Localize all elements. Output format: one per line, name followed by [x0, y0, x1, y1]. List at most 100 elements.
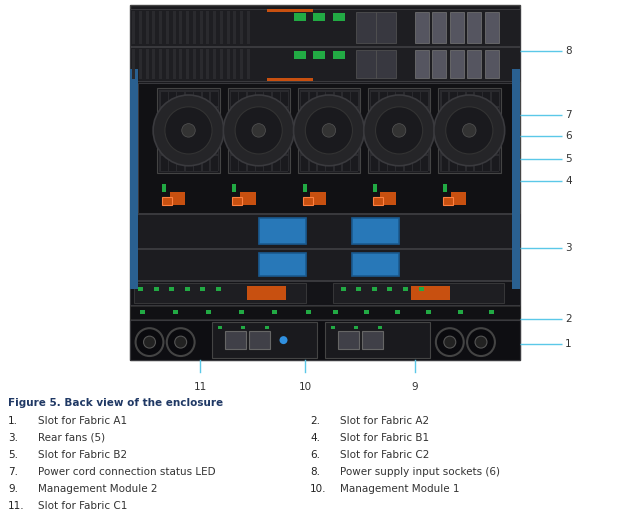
- Bar: [316, 90, 318, 170]
- Text: 9: 9: [412, 382, 419, 392]
- Circle shape: [143, 336, 155, 348]
- Bar: [300, 90, 301, 170]
- Text: 6.: 6.: [310, 450, 320, 460]
- Circle shape: [364, 95, 435, 166]
- Bar: [259, 218, 306, 244]
- Circle shape: [306, 107, 353, 154]
- Bar: [300, 170, 358, 172]
- Bar: [240, 49, 243, 79]
- Bar: [378, 326, 382, 329]
- Bar: [376, 12, 396, 43]
- Bar: [247, 11, 250, 44]
- Bar: [370, 90, 371, 170]
- Text: Management Module 2: Management Module 2: [38, 484, 158, 494]
- Text: Power cord connection status LED: Power cord connection status LED: [38, 467, 215, 477]
- Bar: [159, 11, 162, 44]
- Bar: [238, 90, 239, 170]
- Bar: [227, 88, 290, 173]
- Bar: [249, 331, 270, 349]
- Bar: [230, 90, 231, 170]
- Bar: [373, 197, 383, 205]
- Bar: [220, 49, 223, 79]
- Bar: [130, 69, 138, 289]
- Bar: [432, 50, 446, 79]
- Text: Rear fans (5): Rear fans (5): [38, 433, 105, 443]
- Circle shape: [376, 107, 423, 154]
- Bar: [193, 49, 196, 79]
- Bar: [458, 310, 463, 314]
- Bar: [173, 49, 176, 79]
- Circle shape: [224, 95, 294, 166]
- Bar: [420, 90, 422, 170]
- Bar: [255, 90, 256, 170]
- Bar: [179, 11, 183, 44]
- Bar: [355, 326, 358, 329]
- Bar: [152, 11, 155, 44]
- Bar: [450, 50, 464, 79]
- Bar: [206, 310, 211, 314]
- Bar: [440, 90, 499, 92]
- Bar: [230, 106, 288, 108]
- Bar: [265, 326, 268, 329]
- Bar: [411, 286, 450, 300]
- Bar: [333, 90, 335, 170]
- Text: 5.: 5.: [8, 450, 18, 460]
- Bar: [428, 90, 430, 170]
- Bar: [266, 79, 314, 81]
- Bar: [138, 287, 143, 291]
- Text: 7.: 7.: [8, 467, 18, 477]
- Bar: [134, 283, 306, 303]
- Bar: [273, 310, 278, 314]
- Bar: [239, 310, 244, 314]
- Bar: [403, 90, 405, 170]
- Bar: [308, 90, 309, 170]
- Bar: [138, 49, 142, 79]
- Bar: [241, 326, 245, 329]
- Bar: [370, 139, 428, 140]
- Bar: [232, 197, 242, 205]
- Bar: [489, 310, 494, 314]
- Text: Slot for Fabric B1: Slot for Fabric B1: [340, 433, 429, 443]
- Bar: [168, 90, 169, 170]
- Bar: [176, 90, 178, 170]
- Bar: [225, 331, 245, 349]
- Bar: [419, 287, 424, 291]
- Bar: [378, 90, 380, 170]
- Circle shape: [279, 336, 288, 344]
- Bar: [440, 106, 499, 108]
- Bar: [302, 184, 307, 192]
- Bar: [206, 49, 209, 79]
- Bar: [184, 287, 189, 291]
- Circle shape: [463, 124, 476, 137]
- Bar: [200, 287, 205, 291]
- Bar: [490, 90, 492, 170]
- Bar: [130, 8, 520, 46]
- Text: Figure 5. Back view of the enclosure: Figure 5. Back view of the enclosure: [8, 398, 223, 408]
- Circle shape: [182, 124, 195, 137]
- Text: Slot for Fabric A2: Slot for Fabric A2: [340, 416, 429, 426]
- Text: 8.: 8.: [310, 467, 320, 477]
- Bar: [356, 287, 361, 291]
- Bar: [130, 5, 520, 360]
- Bar: [350, 90, 351, 170]
- Text: 1: 1: [565, 339, 571, 349]
- Circle shape: [153, 95, 224, 166]
- Bar: [352, 218, 399, 244]
- Bar: [370, 122, 428, 124]
- Bar: [230, 122, 288, 124]
- Bar: [440, 139, 499, 140]
- Bar: [233, 11, 237, 44]
- Bar: [160, 106, 218, 108]
- Bar: [314, 13, 325, 21]
- Bar: [130, 281, 520, 305]
- Text: 11: 11: [193, 382, 207, 392]
- Circle shape: [165, 107, 212, 154]
- Bar: [130, 249, 520, 280]
- Bar: [160, 155, 218, 156]
- Bar: [173, 11, 176, 44]
- Bar: [364, 310, 369, 314]
- Text: Slot for Fabric C2: Slot for Fabric C2: [340, 450, 429, 460]
- Bar: [259, 253, 306, 276]
- Text: Management Module 1: Management Module 1: [340, 484, 460, 494]
- Text: 8: 8: [565, 46, 571, 56]
